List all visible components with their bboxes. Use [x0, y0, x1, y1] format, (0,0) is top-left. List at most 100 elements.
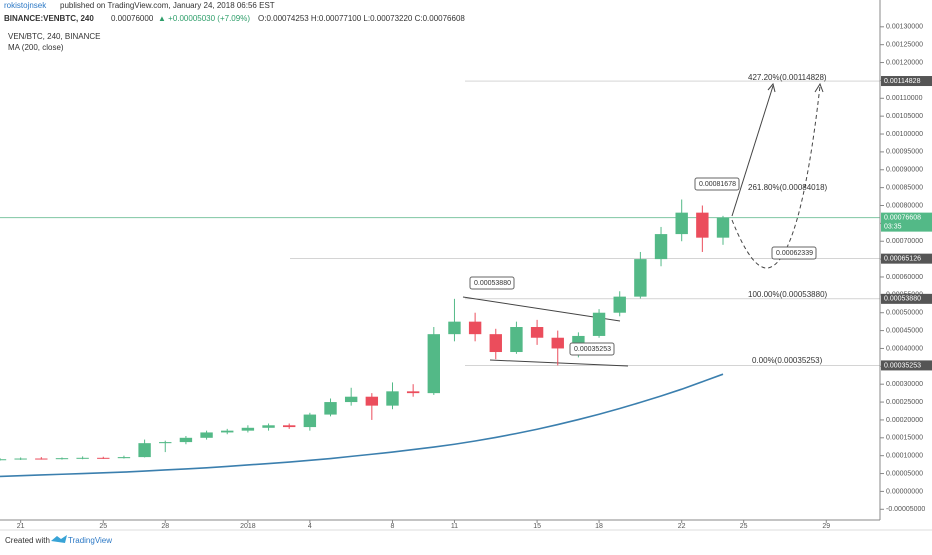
- candle-body: [344, 396, 358, 403]
- x-tick-label: 8: [391, 523, 395, 530]
- callout-label: 0.00062339: [776, 250, 813, 257]
- arrow-head: [767, 82, 776, 93]
- x-tick-label: 28: [161, 523, 169, 530]
- callout-label: 0.00081678: [699, 181, 736, 188]
- candle-body: [613, 296, 626, 313]
- price-label: 0.00053880: [884, 296, 921, 303]
- y-tick-label: 0.00095000: [886, 149, 923, 156]
- fib-label: 0.00%(0.00035253): [752, 356, 823, 365]
- ma-line: [0, 373, 724, 478]
- y-tick-label: 0.00030000: [886, 381, 923, 388]
- x-tick-label: 25: [740, 523, 748, 530]
- y-tick-label: 0.00025000: [886, 399, 923, 406]
- arrow-line: [731, 85, 774, 217]
- x-tick-label: 22: [678, 523, 686, 530]
- candle-body: [138, 443, 151, 458]
- price-label: 0.00035253: [884, 362, 921, 369]
- y-tick-label: 0.00130000: [886, 24, 923, 31]
- y-tick-label: 0.00100000: [886, 131, 923, 138]
- candle-body: [696, 212, 709, 238]
- legend-main: VEN/BTC, 240, BINANCE: [8, 32, 100, 41]
- y-tick-label: 0.00040000: [886, 345, 923, 352]
- dashed-path: [731, 85, 821, 269]
- callout-label: 0.00053880: [474, 280, 511, 287]
- price-label-box: [881, 212, 932, 232]
- fib-label: 427.20%(0.00114828): [748, 73, 827, 82]
- y-tick-label: 0.00060000: [886, 274, 923, 281]
- x-tick-label: 29: [822, 523, 830, 530]
- price: 0.00076000: [111, 14, 154, 23]
- y-tick-label: 0.00045000: [886, 327, 923, 334]
- y-tick-label: 0.00110000: [886, 95, 923, 102]
- x-tick-label: 2018: [240, 523, 256, 530]
- y-tick-label: 0.00015000: [886, 435, 923, 442]
- candle-body: [406, 391, 420, 394]
- y-tick-label: -0.00005000: [886, 506, 925, 513]
- candle-body: [76, 457, 89, 459]
- price-label-box: [881, 360, 932, 371]
- legend-ma: MA (200, close): [8, 43, 64, 52]
- candle-body: [468, 321, 482, 335]
- candle-body: [386, 391, 399, 406]
- candle-body: [427, 334, 440, 394]
- candle-body: [324, 402, 337, 415]
- y-tick-label: 0.00000000: [886, 488, 923, 495]
- price-label-box: [881, 253, 932, 264]
- candle-body: [654, 234, 668, 260]
- y-tick-label: 0.00085000: [886, 184, 923, 191]
- callout-box: [694, 177, 740, 191]
- price-label: 0.00076608: [884, 214, 921, 221]
- candle-body: [283, 425, 296, 428]
- footer-brand[interactable]: TradingView: [68, 536, 112, 545]
- candle-body: [241, 427, 255, 431]
- y-tick-label: 0.00080000: [886, 202, 923, 209]
- candle-body: [530, 327, 544, 338]
- callout-box: [771, 246, 817, 260]
- y-tick-label: 0.00125000: [886, 42, 923, 49]
- candle-body: [179, 437, 193, 443]
- candle-body: [716, 217, 730, 238]
- countdown: 03:35: [884, 223, 902, 230]
- y-tick-label: 0.00105000: [886, 113, 923, 120]
- ohlc: O:0.00074253 H:0.00077100 L:0.00073220 C…: [258, 14, 465, 23]
- x-tick-label: 4: [308, 523, 312, 530]
- candle-body: [675, 212, 688, 235]
- candle-body: [159, 442, 172, 444]
- candle-body: [262, 425, 275, 428]
- arrow-head: [814, 82, 824, 93]
- trend-line: [489, 359, 629, 367]
- callout-box: [469, 276, 515, 290]
- footer-created: Created with: [5, 536, 50, 545]
- candle-body: [510, 327, 523, 353]
- symbol: BINANCE:VENBTC, 240: [4, 14, 94, 23]
- x-tick-label: 15: [533, 523, 541, 530]
- price-label-box: [881, 293, 932, 304]
- candle-body: [200, 432, 213, 438]
- y-tick-label: 0.00070000: [886, 238, 923, 245]
- x-tick-label: 18: [595, 523, 603, 530]
- candle-body: [365, 396, 379, 406]
- change: ▲ +0.00005030 (+7.09%): [158, 14, 250, 23]
- published: published on TradingView.com, January 24…: [60, 1, 275, 10]
- candle-body: [55, 458, 69, 460]
- candle-body: [35, 458, 48, 460]
- candle-body: [117, 457, 131, 459]
- price-label: 0.00065126: [884, 255, 921, 262]
- price-label-box: [881, 76, 932, 87]
- y-tick-label: 0.00090000: [886, 167, 923, 174]
- candle-body: [97, 457, 110, 459]
- callout-box: [569, 342, 615, 356]
- x-tick-label: 25: [99, 523, 107, 530]
- fib-label: 100.00%(0.00053880): [748, 290, 828, 299]
- candle-body: [551, 337, 564, 349]
- candle-body: [0, 459, 7, 461]
- candle-body: [592, 312, 606, 336]
- candle-body: [221, 430, 234, 433]
- price-label: 0.00114828: [884, 78, 921, 85]
- x-tick-label: 11: [451, 523, 458, 530]
- logo: [51, 535, 67, 543]
- y-tick-label: 0.00005000: [886, 470, 923, 477]
- author[interactable]: rokistojnsek: [4, 1, 47, 10]
